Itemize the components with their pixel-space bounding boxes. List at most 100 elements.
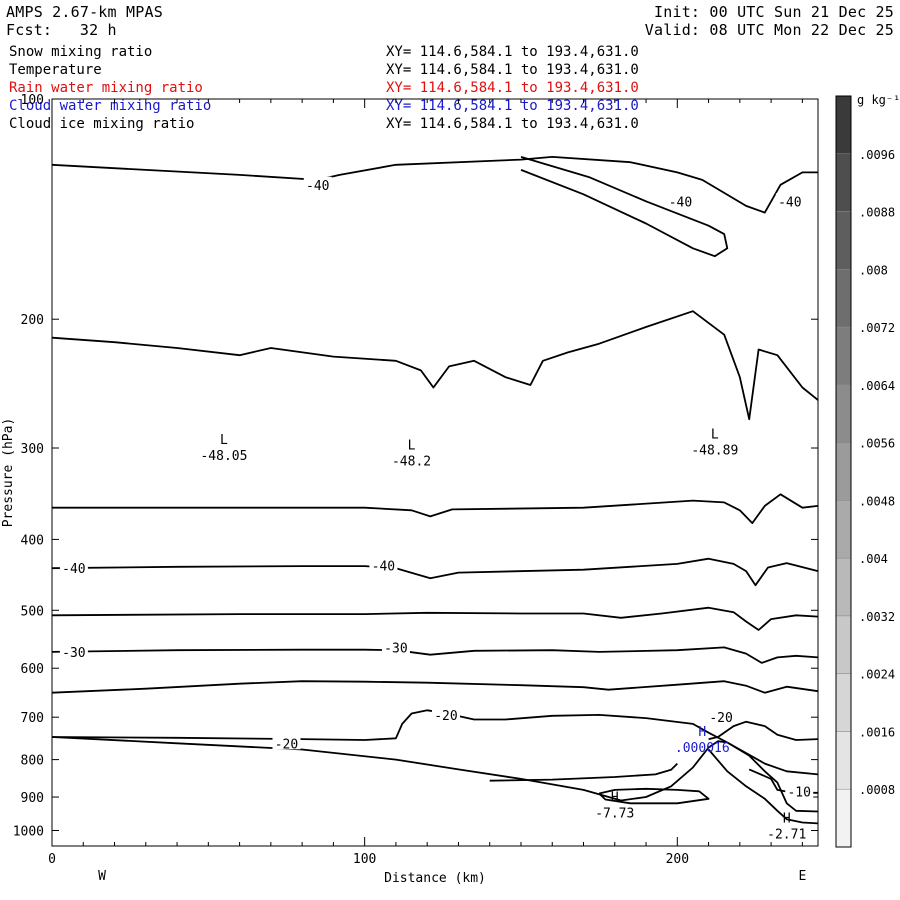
colorbar-label: .0024 [859,668,895,682]
contour-label-bg [381,639,410,654]
isotherm-line [51,606,819,631]
x-tick-label: 200 [666,852,689,867]
contour-label-bg [59,643,88,658]
extremum-marker: H [611,791,619,806]
x-tick-label: 0 [48,852,56,867]
extremum-marker: L [408,438,416,453]
colorbar-swatch [835,500,852,559]
extremum-value: -2.71 [767,828,806,843]
x-end-label-east: E [798,869,806,884]
contour-label: -30 [62,646,85,661]
extremum-marker: L [711,428,719,443]
contour-label: -40 [306,179,329,194]
y-tick-label: 500 [21,604,44,619]
x-tick-label: 100 [353,852,376,867]
contour-label: -40 [669,195,692,210]
isotherm-line [489,762,678,782]
legend-entry: Rain water mixing ratio [9,80,203,96]
colorbar-label: .0056 [859,437,895,451]
isotherm-line [707,748,819,825]
contour-label: -20 [434,709,457,724]
colorbar-swatch [835,615,852,674]
colorbar-label: .0064 [859,379,895,393]
contour-label-bg [59,560,88,575]
isotherm-line [51,736,819,802]
y-tick-label: 700 [21,711,44,726]
extremum-value: -7.73 [595,807,634,822]
extremum-marker: H [698,725,706,740]
colorbar-label: .0032 [859,610,895,624]
isotherm-line [51,156,818,214]
contour-label-bg [369,557,398,572]
legend-xy: XY= 114.6,584.1 to 193.4,631.0 [386,62,639,78]
legend-xy: XY= 114.6,584.1 to 193.4,631.0 [386,44,639,60]
colorbar-label: .008 [859,263,888,277]
colorbar-label: .0016 [859,725,895,739]
legend-entry: Cloud water mixing ratio [9,98,212,114]
colorbar-swatch [835,326,852,386]
y-tick-label: 100 [21,93,44,108]
contour-label: -20 [275,737,298,752]
contour-label: -30 [384,641,407,656]
y-tick-label: 300 [21,442,44,457]
y-tick-label: 600 [21,662,44,677]
colorbar-label: .0048 [859,494,895,508]
colorbar-swatch [835,673,852,732]
contour-label: -10 [787,786,810,801]
contour-label: -40 [372,559,395,574]
legend-entry: Cloud ice mixing ratio [9,116,195,132]
contour-label-bg [785,783,814,798]
contour-label: -20 [709,711,732,726]
colorbar-label: .0088 [859,206,895,220]
isotherm-line [51,557,819,587]
colorbar-swatch [835,384,852,443]
contour-label-bg [272,735,301,750]
init-time: Init: 00 UTC Sun 21 Dec 25 [654,3,894,21]
extremum-value: .000016 [675,741,730,756]
legend-entry: Temperature [9,62,102,78]
contour-label-bg [775,193,804,208]
valid-time: Valid: 08 UTC Mon 22 Dec 25 [644,21,894,39]
extremum-value: -48.89 [691,444,738,459]
colorbar-label: .004 [859,552,888,566]
model-title: AMPS 2.67-km MPAS [6,3,163,21]
extremum-value: -48.05 [200,449,247,464]
legend-xy: XY= 114.6,584.1 to 193.4,631.0 [386,116,639,132]
plot-frame [51,98,819,847]
contour-label: -40 [62,562,85,577]
y-tick-label: 200 [21,313,44,328]
colorbar-unit: g kg⁻¹ [857,93,900,107]
isotherm-line [520,156,729,258]
colorbar-label: .0072 [859,321,895,335]
forecast-hour: Fcst: 32 h [6,21,117,39]
x-axis-title: Distance (km) [384,871,486,886]
contour-label-bg [431,706,460,721]
colorbar-swatch [835,557,852,617]
colorbar-swatch [835,269,852,328]
extremum-marker: L [220,433,228,448]
extremum-value: -48.2 [392,454,431,469]
legend-xy: XY= 114.6,584.1 to 193.4,631.0 [386,80,639,96]
colorbar-swatch [835,788,852,848]
colorbar-label: .0096 [859,148,895,162]
isotherm-line [598,787,710,805]
colorbar-frame [835,95,852,848]
colorbar-swatch [835,731,852,790]
colorbar-swatch [835,153,852,212]
colorbar-swatch [835,211,852,270]
y-tick-label: 1000 [13,825,44,840]
contour-label-bg [707,709,736,724]
isotherm-line [51,310,819,421]
legend-entry: Snow mixing ratio [9,44,153,60]
colorbar-swatch [835,442,852,501]
isotherm-line [52,493,819,524]
x-end-label-west: W [98,869,106,884]
y-axis-title: Pressure (hPa) [1,418,16,528]
contour-label-bg [303,176,332,191]
y-tick-label: 800 [21,754,44,769]
isotherm-line [51,680,819,694]
extremum-marker: H [783,812,791,827]
colorbar-label: .0008 [859,783,895,797]
y-tick-label: 400 [21,533,44,548]
